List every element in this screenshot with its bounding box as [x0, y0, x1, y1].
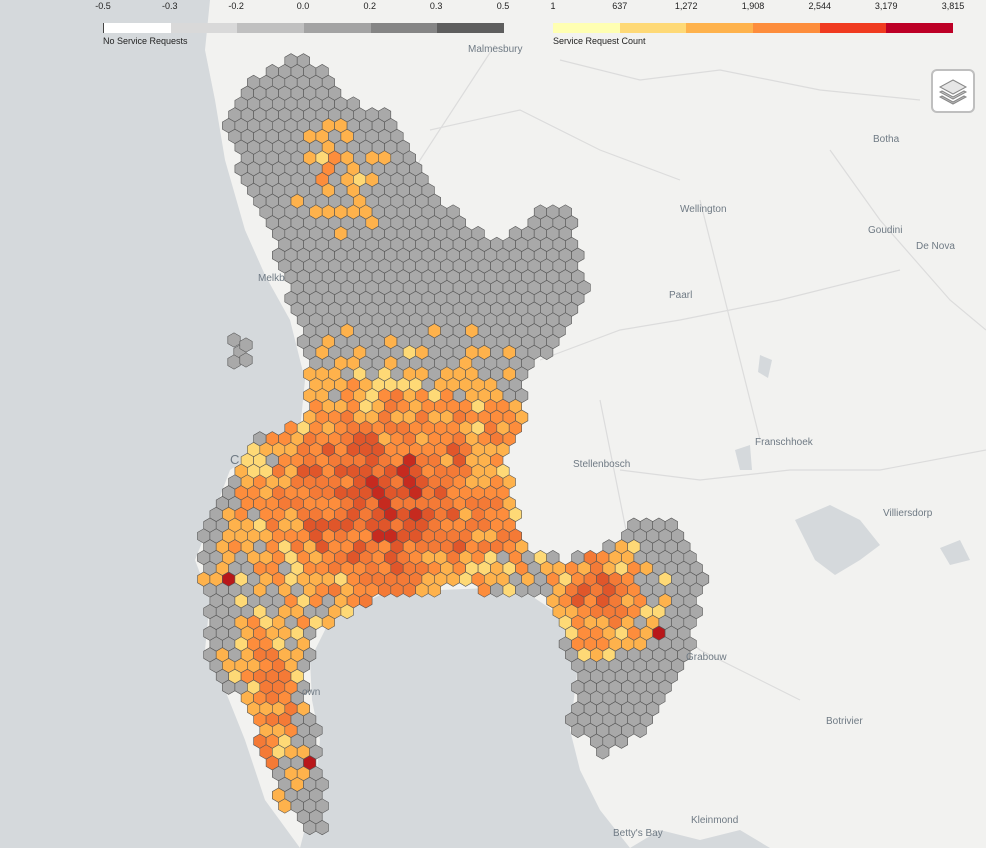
legend-tick: 0.2: [363, 1, 377, 11]
hex-cell: [321, 614, 335, 630]
legend-color-swatch: [304, 23, 371, 33]
town-label-malmesbury: Malmesbury: [468, 44, 523, 55]
town-label-melkbos: Melkb: [258, 273, 285, 284]
legend-tick: 3,179: [874, 1, 898, 11]
town-label-paarl: Paarl: [669, 290, 693, 301]
hex-cell: [614, 733, 628, 749]
legend-tick: 3,815: [941, 1, 965, 11]
town-label-grabouw: Grabouw: [686, 652, 727, 663]
town-label-franschhoek: Franschhoek: [755, 437, 813, 448]
town-label-botha: Botha: [873, 134, 900, 145]
hex-cell: [239, 352, 253, 368]
false-bay: [300, 588, 630, 848]
legend-color-swatch: [619, 23, 687, 33]
hex-cell: [315, 820, 329, 836]
dam-1: [795, 505, 880, 575]
legend-color-swatch: [170, 23, 238, 33]
legend-color-swatch: [553, 23, 620, 33]
hex-cell: [227, 354, 241, 370]
south-coast: [630, 830, 770, 848]
legend-color-swatch: [237, 23, 305, 33]
town-label-de-nova: De Nova: [916, 241, 955, 252]
legend-no-service-title: No Service Requests: [103, 36, 188, 46]
legend-tick: 1,272: [674, 1, 698, 11]
legend-color-swatch: [686, 23, 754, 33]
legend-color-swatch: [886, 23, 954, 33]
hex-cell: [596, 744, 610, 760]
town-label-wellington: Wellington: [680, 204, 727, 215]
legend-tick: 0.5: [496, 1, 510, 11]
legend-no-service: -0.5 -0.3 -0.2 0.0 0.2 0.3 0.5 No Servic…: [95, 0, 509, 52]
town-label-stellenbosch: Stellenbosch: [573, 459, 631, 470]
legend-tick: 1: [550, 1, 556, 11]
legend-tick: 1,908: [741, 1, 765, 11]
hex-cell: [239, 337, 253, 353]
legend-service-count-title: Service Request Count: [553, 36, 646, 46]
town-label-bettys-bay: Betty's Bay: [613, 828, 663, 839]
hexbin-layer: [197, 53, 710, 836]
legend-tick: -0.2: [228, 1, 244, 11]
legend-no-service-ticks: -0.5 -0.3 -0.2 0.0 0.2 0.3 0.5: [95, 0, 509, 12]
legend-no-service-colorbar: [103, 23, 505, 33]
hex-cell: [359, 593, 373, 609]
legend-color-swatch: [437, 23, 505, 33]
dam-3: [758, 355, 772, 378]
legend-tick: 0.3: [429, 1, 443, 11]
town-label-cape-town: C: [230, 452, 240, 467]
legend-color-swatch: [370, 23, 438, 33]
legend-color-swatch: [104, 23, 171, 33]
town-label-simons-town: own: [302, 687, 321, 698]
town-label-goudini: Goudini: [868, 225, 903, 236]
legend-service-count: 1 637 1,272 1,908 2,544 3,179 3,815 Serv…: [550, 0, 964, 52]
legend-tick: -0.3: [162, 1, 178, 11]
town-label-botrivier: Botrivier: [826, 716, 863, 727]
ocean-west: [0, 0, 305, 848]
legend-tick: 637: [612, 1, 628, 11]
legend-service-count-ticks: 1 637 1,272 1,908 2,544 3,179 3,815: [550, 0, 964, 12]
legend-tick: -0.5: [95, 1, 111, 11]
dam-4: [940, 540, 970, 565]
town-label-villiersdorp: Villiersdorp: [883, 508, 933, 519]
legend-color-swatch: [753, 23, 820, 33]
dam-2: [735, 445, 752, 470]
layers-control-button[interactable]: [931, 69, 975, 113]
legend-tick: 2,544: [808, 1, 832, 11]
hex-cell: [427, 582, 441, 598]
legend-tick: 0.0: [296, 1, 310, 11]
hex-cell: [633, 722, 647, 738]
town-label-kleinmond: Kleinmond: [691, 815, 739, 826]
hex-cell: [540, 344, 554, 360]
layers-icon: [938, 79, 968, 105]
hex-cell: [340, 604, 354, 620]
legend-service-count-colorbar: [553, 23, 954, 33]
legend-color-swatch: [819, 23, 887, 33]
